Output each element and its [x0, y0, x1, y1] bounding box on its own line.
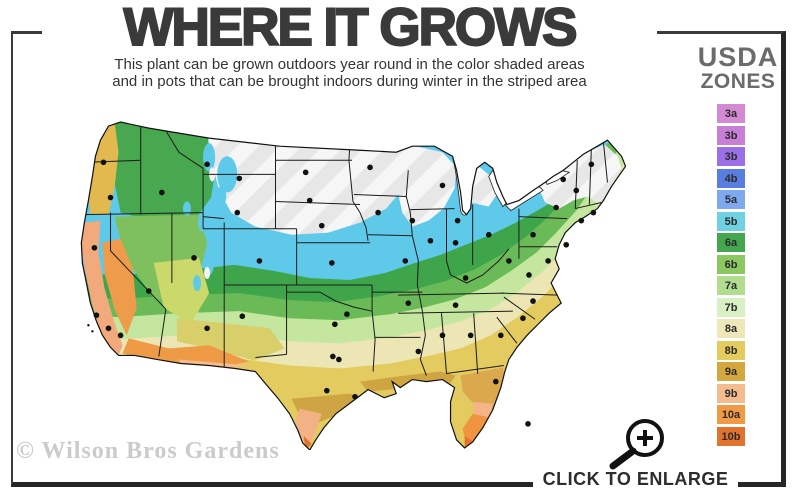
legend-zone-5b: 5b — [717, 211, 745, 231]
city-dots — [87, 159, 597, 427]
watermark: © Wilson Bros Gardens — [16, 438, 280, 464]
legend-zone-5a: 5a — [717, 190, 745, 209]
subtitle-line1: This plant can be grown outdoors year ro… — [114, 56, 585, 73]
click-to-enlarge-label: CLICK TO ENLARGE — [542, 469, 729, 489]
legend-zone-3b: 3b — [717, 125, 745, 145]
page-title: WHERE IT GROWS — [123, 0, 579, 57]
legend-zone-7b: 7b — [717, 297, 745, 317]
legend-zones: 3a 3b 3b 4b 5a 5b 6a 6b 7a 7b 8a 8b 9a 9b 10a 10b — [717, 104, 747, 448]
legend-zone-10b: 10b — [717, 426, 745, 446]
legend-zone-10a: 10a — [717, 405, 745, 424]
legend-zone-3a: 3a — [717, 104, 745, 123]
legend-zone-9b: 9b — [717, 383, 745, 403]
legend-zone-4b: 4b — [717, 168, 745, 188]
legend-title: USDA ZONES — [688, 44, 788, 93]
usda-zone-map[interactable] — [58, 112, 662, 455]
state-borders — [82, 123, 608, 376]
legend-zone-8a: 8a — [717, 319, 745, 338]
subtitle-line2: and in pots that can be brought indoors … — [112, 73, 587, 90]
legend-zone-7a: 7a — [717, 276, 745, 295]
magnifier-icon[interactable] — [600, 410, 670, 470]
legend-zone-6b: 6b — [717, 254, 745, 274]
legend-title-zones: ZONES — [700, 70, 776, 93]
header: WHERE IT GROWS This plant can be grown o… — [42, 0, 657, 90]
legend-zone-6a: 6a — [717, 233, 745, 252]
legend-zone-9a: 9a — [717, 362, 745, 381]
legend-title-usda: USDA — [697, 42, 779, 72]
legend-zone-8b: 8b — [717, 340, 745, 360]
zone-shading — [81, 122, 626, 450]
legend-zone-3b: 3b — [717, 147, 745, 166]
click-to-enlarge-button[interactable]: CLICK TO ENLARGE — [533, 452, 738, 498]
us-outline — [80, 121, 627, 451]
